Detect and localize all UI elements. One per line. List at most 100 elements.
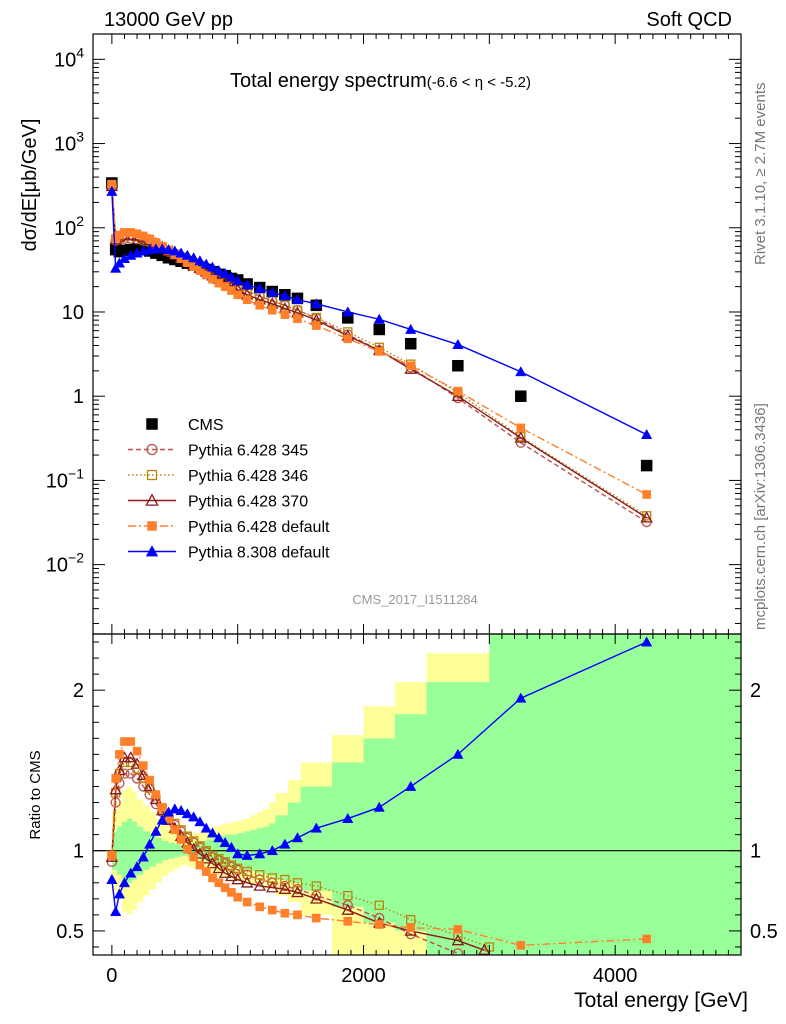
ratio-point-series-5 [110,905,122,917]
legend-label: Pythia 6.428 default [188,519,330,536]
main-point-series-3 [451,389,465,401]
main-point-series-5 [452,338,464,349]
main-point-series-5 [200,258,212,269]
ratio-point-series-4 [201,867,211,876]
main-point-series-4 [195,266,205,275]
ratio-point-series-5 [225,841,238,852]
main-point-series-4 [374,347,384,356]
main-y-tick-label: 10−2 [46,550,84,577]
main-point-series-4 [406,361,416,371]
ratio-point-series-2 [343,890,353,901]
legend-marker [145,493,159,506]
ratio-point-series-4 [195,860,205,870]
ratio-y-tick-label: 1 [73,841,84,863]
x-axis-label: Total energy [GeV] [574,989,748,1012]
ratio-point-series-5 [266,844,278,856]
ratio-point-series-5 [405,780,417,791]
main-point-series-4 [453,386,463,396]
ratio-point-series-4 [242,897,252,907]
ratio-point-series-5 [169,803,181,814]
side-label-mcplots: mcplots.cern.ch [arXiv:1306.3436] [752,403,769,630]
ratio-point-series-3 [278,882,292,894]
main-y-axis-label: dσ/dE[μb/GeV] [19,119,41,252]
ratio-point-series-5 [254,848,266,859]
ratio-point-series-5 [106,873,118,884]
ratio-point-series-5 [241,849,253,860]
ratio-point-series-5 [144,838,156,849]
main-point-series-5 [225,271,238,282]
ratio-point-series-5 [232,848,244,859]
main-point-series-4 [516,423,526,433]
ratio-point-series-5 [373,801,385,812]
ratio-point-series-5 [213,832,225,843]
ratio-point-series-2 [232,863,243,874]
ratio-point-series-1 [279,880,291,892]
legend-label: Pythia 6.428 345 [188,443,308,460]
analysis-label: CMS_2017_I1511284 [352,592,478,607]
main-point-series-0 [515,390,527,402]
ratio-line-series-2 [111,761,490,948]
main-point-series-5 [310,298,322,309]
legend-label: Pythia 6.428 346 [188,468,308,485]
ratio-point-series-3 [231,873,244,885]
ratio-point-series-5 [188,811,200,822]
ratio-point-series-4 [227,888,236,897]
main-point-series-4 [343,334,353,344]
ratio-point-series-4 [111,774,120,783]
ratio-point-series-4 [189,852,198,862]
main-plot-area [105,177,653,528]
ratio-point-series-4 [126,737,136,746]
main-point-series-3 [514,431,528,443]
ratio-point-series-5 [452,748,464,759]
main-point-series-5 [169,245,181,256]
main-point-series-0 [452,359,464,372]
ratio-point-series-3 [291,885,304,898]
ratio-point-series-2 [311,881,322,891]
main-point-series-5 [206,261,219,272]
main-point-series-5 [241,279,253,290]
legend-item: CMS [146,417,224,434]
ratio-band-green [111,634,741,955]
main-point-series-5 [106,185,118,196]
legend-marker [146,443,158,456]
ratio-point-series-4 [453,925,463,934]
main-point-series-5 [515,366,527,377]
main-point-series-5 [175,247,187,258]
ratio-uncertainty-bands [111,634,741,955]
main-point-series-2 [280,300,290,311]
ratio-point-series-3 [310,892,323,904]
ratio-point-series-5 [131,861,143,872]
legend-item: Pythia 6.428 345 [128,443,308,460]
main-y-tick-label: 1 [73,386,84,408]
ratio-point-series-4 [220,883,230,892]
ratio-point-series-5 [342,812,354,823]
main-point-series-5 [181,249,193,260]
ratio-point-series-3 [199,852,213,864]
ratio-point-series-2 [220,857,230,867]
ratio-point-series-5 [125,867,137,878]
ratio-point-series-1 [131,773,143,784]
ratio-point-series-4 [107,851,117,860]
ratio-y-tick-label-right: 1 [750,841,761,863]
ratio-point-series-4 [176,835,186,844]
x-tick-label: 2000 [341,965,386,987]
ratio-point-series-4 [132,746,142,756]
main-point-series-0 [404,337,417,350]
ratio-point-series-3 [212,861,226,874]
ratio-y-tick-label-right: 0.5 [750,921,778,943]
ratio-point-series-1 [311,890,322,901]
ratio-point-series-4 [145,775,154,785]
ratio-point-series-4 [293,910,302,920]
ratio-point-series-4 [642,934,651,944]
ratio-point-series-3 [266,881,279,893]
main-point-series-5 [342,306,354,317]
ratio-point-series-2 [242,866,252,877]
ratio-point-series-2 [255,870,265,880]
main-y-tick-label: 103 [54,129,84,156]
main-point-series-5 [291,293,304,305]
legend-label: Pythia 8.308 default [188,545,330,562]
main-point-series-5 [188,252,200,263]
ratio-point-series-4 [115,750,124,759]
ratio-point-series-5 [200,822,212,833]
